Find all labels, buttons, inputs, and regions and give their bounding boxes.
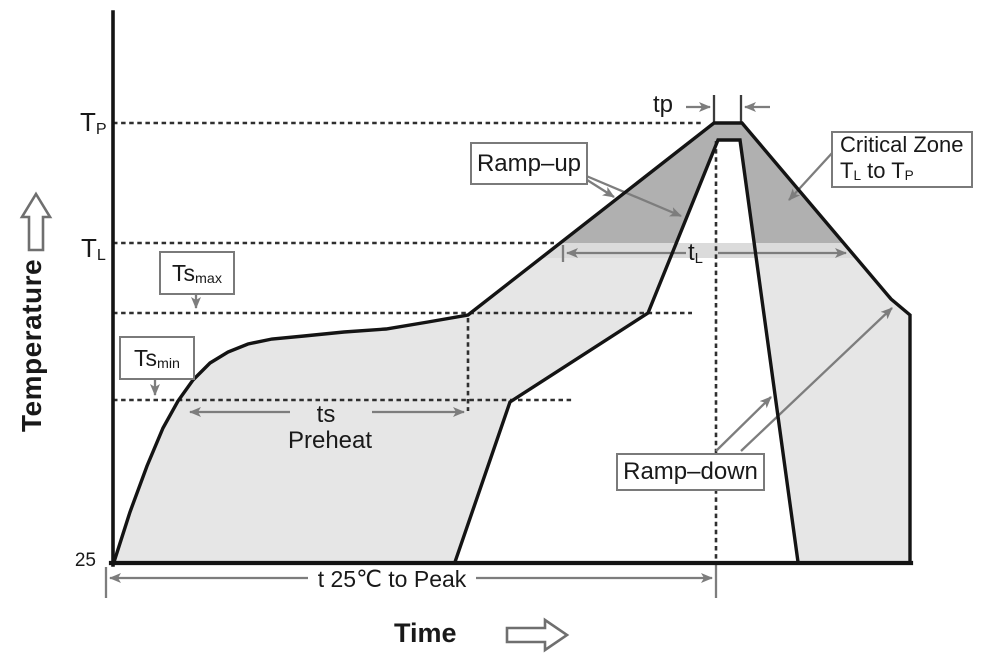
tsmax-label: Tsmax — [172, 259, 222, 288]
ramp-up-box: Ramp–up — [470, 142, 588, 185]
ramp-up-arrow-2 — [583, 173, 682, 218]
tp-peak-ticks — [712, 95, 743, 122]
time-to-peak-label: t 25℃ to Peak — [312, 567, 472, 591]
axes — [108, 10, 914, 567]
ramp-down-arrow-2 — [740, 307, 893, 452]
origin-temp-text: 25 — [74, 550, 96, 571]
profile-band-fill — [114, 123, 910, 562]
ramp-up-label: Ramp–up — [476, 149, 582, 177]
time-to-peak-text: t 25℃ to Peak — [317, 566, 467, 592]
critical-zone-box: Critical Zone TL to TP — [831, 131, 973, 188]
y-axis-title-text: Temperature — [16, 258, 47, 432]
y-axis-title: Temperature — [16, 258, 49, 432]
ramp-up-arrow-1 — [583, 177, 615, 198]
x-axis-title-text: Time — [394, 618, 457, 648]
critical-tl-sub: L — [853, 168, 862, 184]
inner-profile-curve — [453, 138, 800, 563]
tsmax-box: Tsmax — [159, 251, 235, 295]
annotation-arrows — [109, 102, 893, 583]
ts-time-text: ts — [316, 401, 336, 428]
time-right-arrow-icon — [505, 617, 570, 653]
temperature-up-arrow-icon — [19, 191, 53, 252]
tp-time-label: tp — [653, 92, 673, 117]
tsmin-box: Tsmin — [119, 336, 195, 380]
dashed-reference-lines — [113, 121, 718, 562]
tp-axis-sub: P — [95, 119, 107, 138]
tsmax-main: Ts — [172, 259, 196, 286]
tl-axis-main: T — [81, 233, 97, 263]
tl-time-main: t — [688, 239, 695, 266]
critical-tl-main: T — [840, 158, 854, 183]
critical-zone-line1: Critical Zone — [840, 132, 964, 157]
tl-axis-label: TL — [81, 233, 106, 264]
outer-profile-curve — [112, 121, 912, 563]
preheat-label: Preheat — [278, 428, 382, 453]
tp-time-text: tp — [653, 91, 674, 118]
preheat-text: Preheat — [287, 427, 373, 454]
tl-strip-fill — [541, 243, 857, 258]
x-axis-title: Time — [394, 619, 457, 647]
tp-axis-main: T — [80, 107, 96, 137]
tsmin-main: Ts — [134, 344, 158, 371]
ramp-down-box: Ramp–down — [616, 453, 765, 491]
gray-end-ticks — [104, 245, 718, 598]
critical-zone-line2: TL to TP — [840, 158, 914, 187]
tl-time-sub: L — [694, 250, 703, 267]
tsmin-sub: min — [157, 356, 180, 373]
tl-axis-sub: L — [96, 245, 106, 264]
critical-tp-sub: P — [904, 168, 914, 184]
tp-axis-label: TP — [80, 107, 107, 138]
critical-zone-arrow — [788, 151, 834, 201]
ts-time-label: ts — [306, 402, 346, 427]
critical-mid-text: to T — [861, 158, 905, 183]
ramp-down-arrow-1 — [715, 396, 772, 452]
origin-temp-label: 25 — [68, 551, 96, 571]
critical-zone-fill — [559, 123, 844, 244]
tsmin-label: Tsmin — [134, 344, 180, 373]
tsmax-sub: max — [195, 271, 222, 288]
ramp-down-label: Ramp–down — [623, 458, 758, 485]
tl-time-label: tL — [688, 239, 703, 267]
